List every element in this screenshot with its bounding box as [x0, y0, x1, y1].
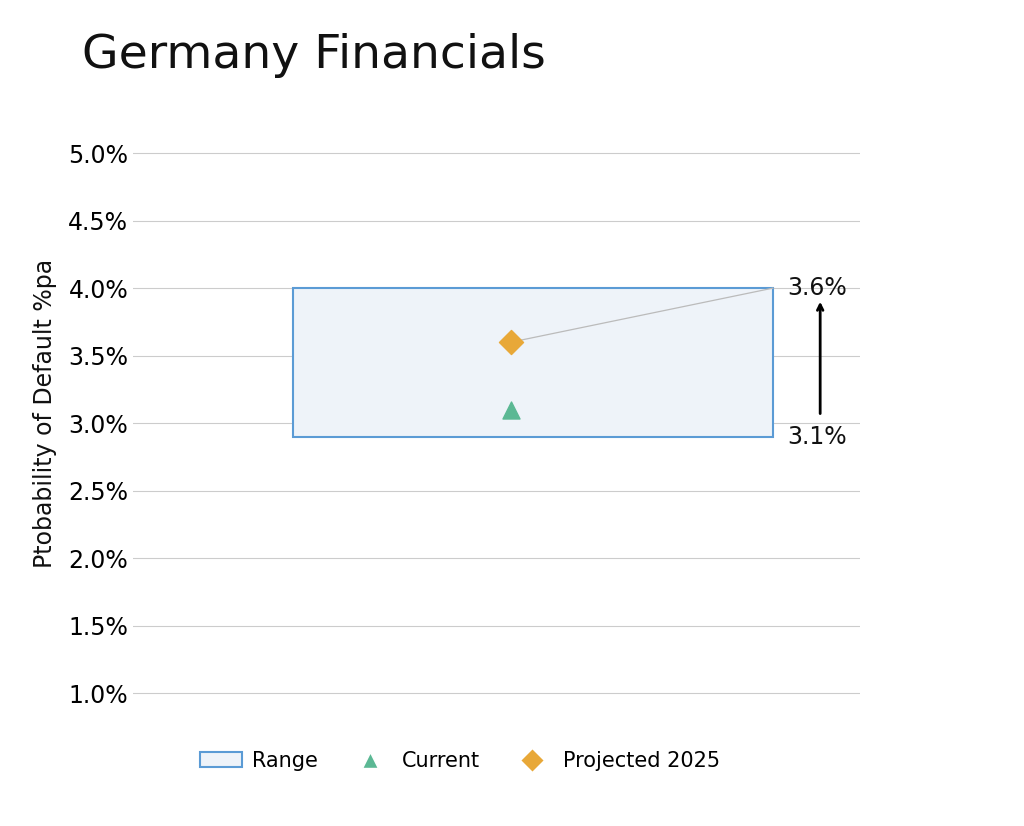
- Point: [503, 335, 519, 349]
- Text: 3.6%: 3.6%: [787, 276, 847, 300]
- Text: 3.1%: 3.1%: [787, 425, 847, 449]
- Legend: Range, Current, Projected 2025: Range, Current, Projected 2025: [193, 743, 728, 779]
- Y-axis label: Ptobability of Default %pa: Ptobability of Default %pa: [33, 259, 57, 567]
- Bar: [293, 288, 773, 437]
- Text: Germany Financials: Germany Financials: [82, 33, 546, 78]
- Point: [503, 403, 519, 416]
